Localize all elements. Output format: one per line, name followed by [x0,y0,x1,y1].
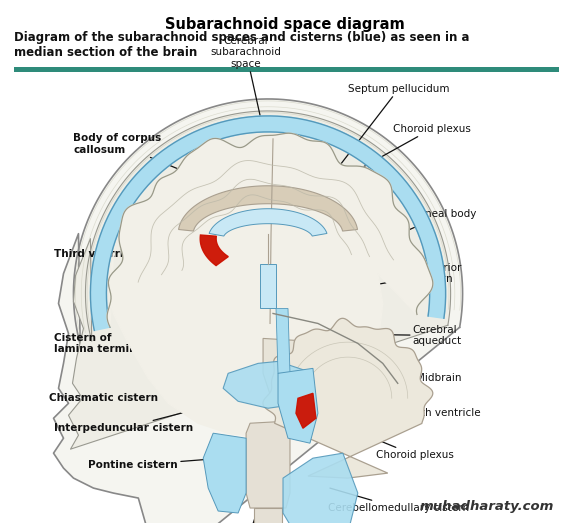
Text: Cerebral
aqueduct: Cerebral aqueduct [286,325,462,346]
Text: muhadharaty.com: muhadharaty.com [420,500,555,513]
Text: Pineal body: Pineal body [343,209,476,258]
Text: Diagram of the subarachnoid spaces and cisterns (blue) as seen in a
median secti: Diagram of the subarachnoid spaces and c… [14,31,470,60]
Polygon shape [68,111,451,449]
Polygon shape [91,116,446,331]
Polygon shape [178,186,357,231]
Text: Interpeduncular cistern: Interpeduncular cistern [54,393,258,433]
Polygon shape [223,361,308,408]
Text: Fourth ventricle: Fourth ventricle [310,408,481,418]
Text: Pontine cistern: Pontine cistern [88,458,223,470]
Text: Third ventricle: Third ventricle [54,248,263,283]
Polygon shape [54,99,463,523]
Polygon shape [263,319,433,478]
Text: Midbrain: Midbrain [318,373,461,383]
Polygon shape [246,421,290,508]
Text: Pons: Pons [232,493,263,523]
Text: Choroid plexus: Choroid plexus [333,124,471,184]
Text: Cistern of
lamina terminalis: Cistern of lamina terminalis [54,333,228,366]
Polygon shape [296,393,316,428]
Polygon shape [203,433,246,513]
Text: Subarachnoid space diagram: Subarachnoid space diagram [165,17,405,32]
Polygon shape [107,133,433,438]
Text: Chiasmatic cistern: Chiasmatic cistern [48,383,238,403]
Polygon shape [278,368,318,443]
Polygon shape [276,309,290,373]
Text: Cerebellomedullary cistern: Cerebellomedullary cistern [328,488,469,513]
Polygon shape [209,209,327,236]
Text: Septum pellucidum: Septum pellucidum [278,84,449,246]
Text: Cerebral
subarachnoid
space: Cerebral subarachnoid space [211,36,282,129]
Polygon shape [283,453,358,523]
Polygon shape [263,338,323,423]
Text: Choroid plexus: Choroid plexus [308,411,454,460]
Polygon shape [260,264,276,309]
Polygon shape [200,235,229,266]
Polygon shape [254,508,282,523]
Text: Superior
cistern: Superior cistern [353,263,462,289]
Text: Body of corpus
callosum: Body of corpus callosum [74,133,238,194]
